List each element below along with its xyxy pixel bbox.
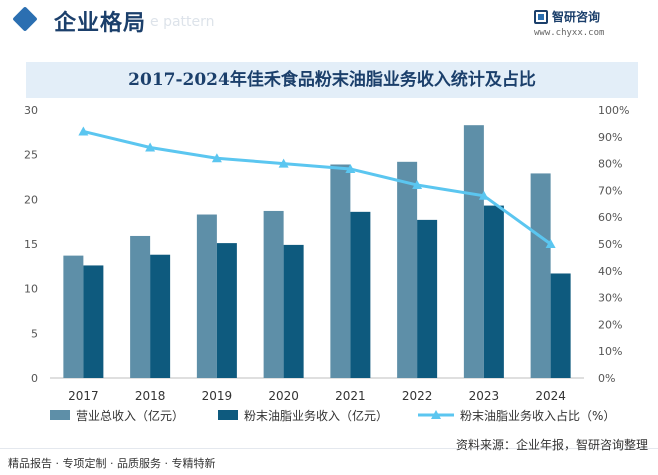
chart-title: 2017-2024年佳禾食品粉末油脂业务收入统计及占比	[128, 70, 536, 90]
y-right-tick-label: 30%	[598, 292, 622, 305]
legend-flour-revenue-label: 粉末油脂业务收入（亿元）	[244, 408, 388, 423]
section-title: 企业格局	[54, 11, 147, 36]
bar-total-revenue	[263, 210, 284, 378]
ratio-point	[211, 153, 222, 163]
legend-ratio-label: 粉末油脂业务收入占比（%）	[460, 408, 615, 423]
left-axis: 0 5 10 15 20 25 30	[24, 104, 38, 385]
legend-total-revenue-label: 营业总收入（亿元）	[76, 408, 184, 423]
footer-tagline: 精品报告 · 专项定制 · 品质服务 · 专精特新	[8, 457, 216, 470]
page-header: 企业格局 e pattern 智研咨询 www.chyxx.com	[0, 0, 658, 42]
ratio-point	[412, 180, 423, 190]
bar-total-revenue	[196, 214, 217, 378]
x-tick-label: 2024	[535, 389, 566, 403]
ratio-point	[145, 142, 156, 152]
bar-total-revenue	[130, 235, 151, 378]
y-right-tick-label: 20%	[598, 318, 622, 331]
x-tick-label: 2018	[135, 389, 166, 403]
bar-flour-revenue	[83, 265, 104, 378]
ratio-line	[78, 126, 556, 248]
y-right-tick-label: 80%	[598, 158, 622, 171]
x-tick-label: 2021	[335, 389, 366, 403]
bar-total-revenue	[463, 125, 484, 378]
bar-total-revenue	[63, 255, 84, 378]
page-footer: 精品报告 · 专项定制 · 品质服务 · 专精特新 资料来源：企业年报，智研咨询…	[0, 438, 658, 475]
brand-logo-icon	[534, 10, 548, 24]
legend-ratio-marker	[431, 410, 441, 419]
brand-name: 智研咨询	[552, 10, 601, 24]
x-axis: 2017 2018 2019 2020 2021 2022 2023 2024	[50, 377, 584, 403]
brand: 智研咨询 www.chyxx.com	[534, 8, 644, 42]
bar-flour-revenue	[550, 273, 571, 378]
y-left-tick-label: 15	[24, 238, 38, 251]
x-tick-label: 2023	[469, 389, 500, 403]
y-left-tick-label: 25	[24, 149, 38, 162]
chart-title-bar: 2017-2024年佳禾食品粉末油脂业务收入统计及占比	[26, 62, 638, 98]
right-axis: 0% 10% 20% 30% 40% 50% 60% 70% 80% 90% 100%	[598, 104, 629, 385]
diamond-icon	[12, 6, 38, 32]
y-right-tick-label: 10%	[598, 345, 622, 358]
bar-flour-revenue	[150, 254, 171, 378]
legend-flour-revenue-swatch	[218, 410, 238, 420]
bar-flour-revenue	[216, 243, 237, 378]
bar-flour-revenue	[417, 219, 438, 378]
y-left-tick-label: 30	[24, 104, 38, 117]
bar-flour-revenue	[483, 205, 504, 378]
x-tick-label: 2017	[68, 389, 99, 403]
bar-flour-revenue	[283, 244, 304, 378]
data-source: 资料来源：企业年报，智研咨询整理	[455, 438, 648, 452]
y-right-tick-label: 100%	[598, 104, 629, 117]
ratio-point	[478, 190, 489, 200]
x-tick-label: 2019	[202, 389, 233, 403]
ratio-point	[278, 158, 289, 168]
bar-total-revenue	[330, 164, 351, 378]
ratio-point	[545, 239, 556, 248]
y-right-tick-label: 0%	[598, 372, 615, 385]
legend-total-revenue-swatch	[50, 410, 70, 420]
chart: 0 5 10 15 20 25 30 0% 10% 20% 30% 40% 50% 60% 70% 80% 9…	[24, 104, 629, 423]
ratio-point	[78, 126, 89, 136]
legend: 营业总收入（亿元） 粉末油脂业务收入（亿元） 粉末油脂业务收入占比（%）	[50, 408, 615, 423]
y-right-tick-label: 60%	[598, 211, 622, 224]
x-tick-label: 2020	[268, 389, 299, 403]
y-right-tick-label: 90%	[598, 131, 622, 144]
y-right-tick-label: 70%	[598, 184, 622, 197]
x-tick-label: 2022	[402, 389, 433, 403]
ratio-series-line	[83, 129, 552, 246]
bar-total-revenue	[530, 173, 551, 378]
ratio-point	[345, 163, 356, 173]
y-left-tick-label: 20	[24, 193, 38, 206]
bars	[63, 125, 571, 378]
y-right-tick-label: 50%	[598, 238, 622, 251]
y-left-tick-label: 10	[24, 283, 38, 296]
y-right-tick-label: 40%	[598, 265, 622, 278]
y-left-tick-label: 5	[31, 327, 38, 340]
brand-url: www.chyxx.com	[534, 28, 605, 38]
bar-total-revenue	[397, 161, 418, 378]
header-watermark: e pattern	[150, 14, 215, 30]
bar-flour-revenue	[350, 211, 371, 378]
y-left-tick-label: 0	[31, 372, 38, 385]
